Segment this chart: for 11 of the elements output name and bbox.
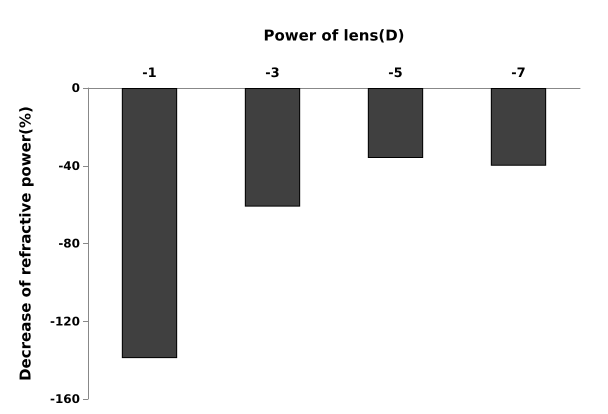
x-tick-label: -1 [142, 66, 157, 81]
y-tick-label: -120 [50, 314, 80, 328]
y-tick-label: 0 [72, 81, 80, 95]
y-tick-label: -80 [58, 236, 80, 250]
y-tick-label: -40 [58, 158, 80, 173]
x-axis-title: Power of lens(D) [263, 26, 405, 44]
y-axis-title: Decrease of refractive power(%) [16, 106, 34, 381]
x-tick-label: -5 [388, 66, 403, 81]
y-tick-label: -160 [50, 392, 80, 406]
x-tick-label: -3 [265, 66, 280, 81]
x-tick-label: -7 [511, 66, 526, 81]
